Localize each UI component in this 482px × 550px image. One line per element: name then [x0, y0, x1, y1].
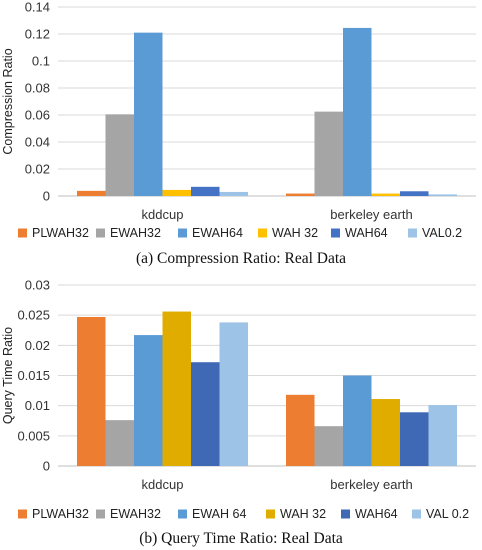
legend-entry: WAH 32: [272, 226, 318, 240]
bar-wah64-berkeley-earth: [400, 191, 429, 196]
bar-ewah32-kddcup: [105, 114, 134, 196]
bar-wah-32-kddcup: [162, 189, 191, 196]
bar-val0-2-berkeley-earth: [428, 194, 457, 196]
legend-swatch: [341, 509, 350, 519]
bar-wah-32-berkeley-earth: [371, 193, 400, 196]
y-axis-label: Compression Ratio: [1, 48, 15, 154]
legend-entry: VAL0.2: [422, 226, 462, 240]
bar-val-0-2-berkeley-earth: [428, 405, 457, 466]
bar-plwah32-kddcup: [77, 316, 106, 466]
legend-entry: WAH64: [355, 507, 398, 521]
y-tick-label: 0.01: [25, 398, 50, 413]
bar-wah64-kddcup: [191, 186, 220, 196]
y-tick-label: 0.1: [32, 54, 50, 69]
figure-caption: (a) Compression Ratio: Real Data: [136, 250, 346, 267]
y-axis-label: Query Time Ratio: [1, 327, 15, 424]
y-tick-label: 0.04: [25, 135, 50, 150]
legend-entry: PLWAH32: [32, 226, 89, 240]
chart-query-time-ratio: 0 0.005 0.01 0.015 0.02 0.025 0.03 Query Time R…: [1, 278, 476, 547]
legend-entry: VAL 0.2: [426, 507, 469, 521]
x-category-label: kddcup: [142, 207, 184, 222]
bar-val0-2-kddcup: [219, 191, 248, 196]
bar-ewah64-berkeley-earth: [343, 27, 372, 196]
bar-ewah32-berkeley-earth: [314, 426, 343, 466]
y-tick-label: 0: [43, 459, 50, 474]
legend-swatch: [331, 228, 340, 238]
bar-plwah32-kddcup: [77, 190, 106, 196]
y-tick-label: 0.08: [25, 81, 50, 96]
bar-ewah64-kddcup: [134, 32, 163, 197]
legend-swatch: [96, 228, 105, 238]
figure-caption: (b) Query Time Ratio: Real Data: [139, 530, 343, 547]
y-tick-label: 0.06: [25, 108, 50, 123]
bar-plwah32-berkeley-earth: [286, 193, 315, 196]
x-category-label: kddcup: [142, 477, 184, 492]
legend-entry: PLWAH32: [32, 507, 89, 521]
y-tick-label: 0.02: [25, 338, 50, 353]
legend-swatch: [96, 509, 105, 519]
x-category-label: berkeley earth: [330, 477, 412, 492]
y-tick-label: 0.03: [25, 278, 50, 293]
legend-entry: EWAH32: [110, 507, 161, 521]
bar-wah64-kddcup: [191, 362, 220, 466]
legend-swatch: [258, 228, 267, 238]
y-tick-label: 0.02: [25, 162, 50, 177]
bar-plwah32-berkeley-earth: [286, 394, 315, 466]
legend-entry: EWAH32: [110, 226, 161, 240]
legend-swatch: [18, 509, 27, 519]
legend-swatch: [266, 509, 275, 519]
bar-ewah-64-kddcup: [134, 335, 163, 466]
bar-wah64-berkeley-earth: [400, 412, 429, 466]
bar-ewah32-berkeley-earth: [314, 111, 343, 196]
x-category-label: berkeley earth: [330, 207, 412, 222]
legend-swatch: [178, 509, 187, 519]
legend-entry: EWAH64: [192, 226, 243, 240]
legend-swatch: [408, 228, 417, 238]
y-tick-label: 0: [43, 189, 50, 204]
legend-entry: EWAH 64: [192, 507, 246, 521]
bar-ewah32-kddcup: [105, 420, 134, 466]
legend-swatch: [178, 228, 187, 238]
bar-ewah-64-berkeley-earth: [343, 375, 372, 466]
bar-val-0-2-kddcup: [219, 322, 248, 466]
bar-wah-32-kddcup: [162, 311, 191, 466]
y-tick-label: 0.14: [25, 0, 50, 15]
legend-entry: WAH64: [345, 226, 388, 240]
chart-compression-ratio: 0 0.02 0.04 0.06 0.08 0.1 0.12 0.14 Compression …: [1, 0, 476, 267]
legend-swatch: [412, 509, 421, 519]
legend-entry: WAH 32: [280, 507, 326, 521]
y-tick-label: 0.005: [17, 428, 50, 443]
bar-wah-32-berkeley-earth: [371, 399, 400, 466]
legend-swatch: [18, 228, 27, 238]
y-tick-label: 0.015: [17, 368, 50, 383]
y-tick-label: 0.12: [25, 27, 50, 42]
y-tick-label: 0.025: [17, 308, 50, 323]
